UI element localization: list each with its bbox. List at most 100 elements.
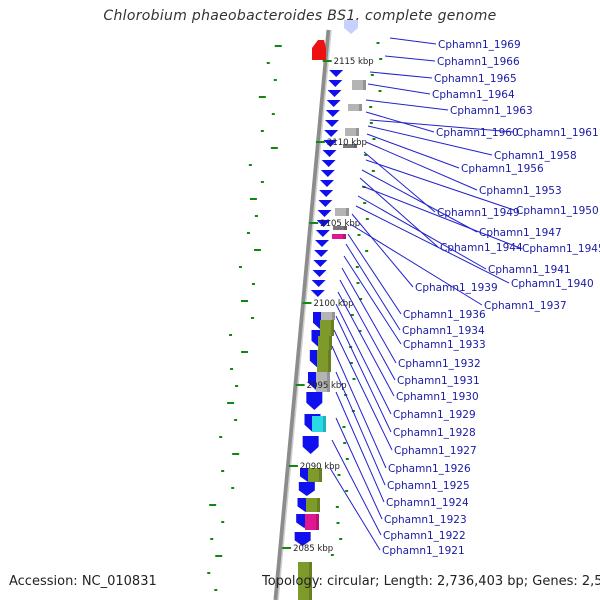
gene-feature[interactable] — [320, 170, 335, 177]
gene-feature[interactable] — [321, 160, 336, 167]
gene-feature[interactable] — [317, 350, 331, 372]
gene-label[interactable]: Cphamn1_1947 — [479, 227, 562, 239]
gene-label[interactable]: Cphamn1_1921 — [382, 545, 465, 557]
gene-label[interactable]: Cphamn1_1922 — [383, 530, 466, 542]
gene-feature[interactable] — [306, 498, 320, 512]
gene-feature[interactable] — [312, 416, 326, 432]
gene-leader-line — [343, 255, 402, 345]
gene-feature[interactable] — [329, 70, 344, 77]
gene-label[interactable]: Cphamn1_1961 — [516, 127, 599, 139]
gene-feature[interactable] — [352, 80, 366, 90]
gene-feature[interactable] — [312, 270, 327, 277]
gene-label[interactable]: Cphamn1_1925 — [387, 480, 470, 492]
gene-feature[interactable] — [328, 80, 343, 87]
gene-label[interactable]: Cphamn1_1931 — [397, 375, 480, 387]
gene-label[interactable]: Cphamn1_1964 — [432, 89, 515, 101]
genome-backbone-highlight — [277, 29, 332, 600]
gc-skew-mark — [271, 113, 275, 115]
kbp-marker-label: 2100 kbp — [314, 299, 354, 309]
gene-shading — [359, 104, 362, 111]
gc-skew-mark — [235, 385, 239, 387]
gene-leader-line — [365, 99, 449, 111]
gene-feature[interactable] — [323, 140, 338, 147]
gene-feature[interactable] — [316, 372, 330, 392]
gene-feature[interactable] — [312, 40, 326, 60]
gene-label[interactable]: Cphamn1_1923 — [384, 514, 467, 526]
gene-label[interactable]: Cphamn1_1937 — [484, 300, 567, 312]
gene-label[interactable]: Cphamn1_1944 — [440, 242, 523, 254]
gene-label[interactable]: Cphamn1_1949 — [437, 207, 520, 219]
gene-label[interactable]: Cphamn1_1933 — [403, 339, 486, 351]
gene-label[interactable]: Cphamn1_1958 — [494, 150, 577, 162]
gc-skew-mark — [210, 538, 214, 540]
gene-feature[interactable] — [298, 482, 315, 496]
gene-label[interactable]: Cphamn1_1929 — [393, 409, 476, 421]
gene-leader-line — [389, 37, 437, 45]
gc-skew-mark — [371, 170, 375, 172]
gene-feature[interactable] — [332, 234, 346, 239]
gene-label[interactable]: Cphamn1_1928 — [393, 427, 476, 439]
gene-feature[interactable] — [311, 280, 326, 287]
gene-feature[interactable] — [308, 468, 322, 482]
gene-feature[interactable] — [314, 250, 329, 257]
gene-feature[interactable] — [313, 260, 328, 267]
gc-skew-mark — [337, 474, 341, 476]
gene-feature[interactable] — [306, 392, 323, 410]
genome-backbone — [273, 29, 332, 600]
gene-feature[interactable] — [335, 208, 349, 216]
gene-label[interactable]: Cphamn1_1963 — [450, 105, 533, 117]
gene-feature[interactable] — [322, 150, 337, 157]
gene-feature[interactable] — [321, 312, 335, 320]
gene-feature[interactable] — [320, 180, 334, 187]
gene-label[interactable]: Cphamn1_1945 — [522, 243, 600, 255]
gene-shading — [329, 336, 332, 350]
gene-label[interactable]: Cphamn1_1966 — [437, 56, 520, 68]
gene-feature[interactable] — [310, 290, 325, 297]
gene-label[interactable]: Cphamn1_1941 — [488, 264, 571, 276]
gene-feature[interactable] — [318, 336, 332, 350]
gene-feature[interactable] — [343, 144, 357, 148]
kbp-marker-label: 2105 kbp — [320, 219, 360, 229]
gene-feature[interactable] — [305, 514, 319, 530]
gene-feature[interactable] — [316, 220, 331, 227]
gene-label[interactable]: Cphamn1_1953 — [479, 185, 562, 197]
gc-skew-mark — [339, 538, 343, 540]
gene-label[interactable]: Cphamn1_1936 — [403, 309, 486, 321]
gene-label[interactable]: Cphamn1_1927 — [394, 445, 477, 457]
gene-feature[interactable] — [325, 120, 339, 127]
gene-label[interactable]: Cphamn1_1939 — [415, 282, 498, 294]
gene-label[interactable]: Cphamn1_1932 — [398, 358, 481, 370]
gene-feature[interactable] — [324, 130, 339, 137]
gene-feature[interactable] — [344, 20, 358, 34]
gene-feature[interactable] — [345, 128, 359, 136]
gene-feature[interactable] — [319, 190, 334, 197]
gene-label[interactable]: Cphamn1_1934 — [402, 325, 485, 337]
gene-label[interactable]: Cphamn1_1926 — [388, 463, 471, 475]
gene-label[interactable]: Cphamn1_1924 — [386, 497, 469, 509]
gene-feature[interactable] — [333, 226, 347, 230]
gene-feature[interactable] — [327, 90, 342, 97]
gene-label[interactable]: Cphamn1_1950 — [516, 205, 599, 217]
gene-shading — [317, 498, 320, 512]
gc-skew-mark — [232, 453, 240, 455]
gene-feature[interactable] — [294, 532, 311, 546]
gene-feature[interactable] — [298, 562, 312, 600]
gene-label[interactable]: Cphamn1_1960 — [436, 127, 519, 139]
gene-feature[interactable] — [315, 230, 330, 237]
gene-feature[interactable] — [302, 436, 319, 454]
gene-feature[interactable] — [318, 200, 333, 207]
gene-feature[interactable] — [326, 100, 341, 107]
gene-feature[interactable] — [320, 320, 334, 336]
gene-label[interactable]: Cphamn1_1969 — [438, 39, 521, 51]
gene-leader-line — [341, 267, 397, 364]
gene-label[interactable]: Cphamn1_1956 — [461, 163, 544, 175]
gene-feature[interactable] — [317, 210, 332, 217]
gene-label[interactable]: Cphamn1_1965 — [434, 73, 517, 85]
gene-label[interactable]: Cphamn1_1930 — [396, 391, 479, 403]
gene-feature[interactable] — [325, 110, 340, 117]
gene-feature[interactable] — [348, 104, 362, 111]
gc-skew-mark — [230, 368, 234, 370]
gene-label[interactable]: Cphamn1_1940 — [511, 278, 594, 290]
gene-feature[interactable] — [315, 240, 329, 247]
